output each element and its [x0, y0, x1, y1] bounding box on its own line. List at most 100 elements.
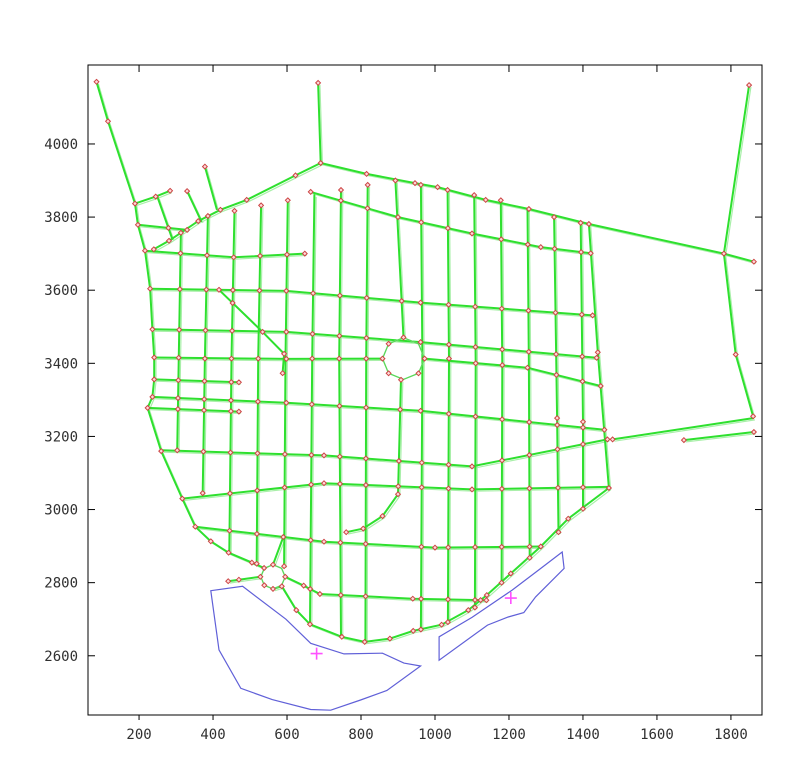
- node-diamond-icon: [418, 484, 425, 491]
- node-diamond-icon: [257, 202, 265, 209]
- node-diamond-icon: [226, 490, 234, 497]
- node-diamond-icon: [336, 402, 343, 410]
- node-diamond-icon: [745, 81, 753, 89]
- node-diamond-icon: [256, 252, 264, 260]
- node-diamond-icon: [337, 539, 344, 546]
- node-diamond-icon: [256, 287, 263, 294]
- node-diamond-icon: [579, 378, 586, 385]
- node-diamond-icon: [579, 424, 587, 431]
- node-diamond-icon: [337, 591, 344, 599]
- node-diamond-icon: [257, 573, 264, 580]
- node-diamond-icon: [395, 483, 402, 490]
- node-diamond-icon: [526, 485, 533, 492]
- node-diamond-icon: [320, 452, 328, 459]
- row-3770: [136, 223, 189, 231]
- node-diamond-icon: [204, 212, 212, 220]
- node-diamond-icon: [550, 213, 558, 221]
- node-diamond-icon: [385, 370, 392, 377]
- spur-roundabout2-w-echo: [229, 578, 263, 584]
- node-diamond-icon: [362, 481, 370, 489]
- col-9-upper: [394, 179, 405, 339]
- x-axis-tick-label: 400: [200, 727, 225, 743]
- row-3278-echo: [149, 409, 241, 414]
- y-axis-tick-label: 3200: [44, 429, 78, 445]
- antenna-3: [203, 165, 218, 210]
- node-diamond-icon: [183, 187, 191, 195]
- col-9-lower: [397, 378, 402, 496]
- node-diamond-icon: [497, 197, 504, 204]
- node-diamond-icon: [385, 340, 392, 347]
- node-diamond-icon: [394, 213, 402, 221]
- island-east-coastline: [438, 550, 565, 662]
- node-diamond-icon: [280, 350, 288, 357]
- row-3356: [153, 378, 240, 384]
- col-4-echo: [257, 207, 264, 566]
- node-diamond-icon: [400, 334, 407, 341]
- node-diamond-icon: [152, 193, 159, 200]
- node-diamond-icon: [307, 537, 314, 544]
- right-boundary-echo: [725, 255, 756, 419]
- node-diamond-icon: [552, 351, 560, 358]
- row-3300: [151, 395, 606, 431]
- node-diamond-icon: [421, 355, 428, 362]
- row-3740-ne-echo: [312, 193, 593, 256]
- node-diamond-icon: [176, 286, 184, 293]
- row-3300-echo: [154, 398, 607, 433]
- node-diamond-icon: [177, 229, 185, 236]
- node-diamond-icon: [283, 287, 290, 295]
- antenna-1b-echo: [158, 198, 175, 241]
- node-diamond-icon: [203, 252, 211, 259]
- node-diamond-icon: [553, 414, 561, 422]
- node-diamond-icon: [230, 254, 237, 261]
- y-axis-tick-label: 2800: [44, 576, 78, 592]
- row-3356-echo: [155, 380, 241, 385]
- node-diamond-icon: [434, 183, 441, 191]
- node-diamond-icon: [308, 451, 315, 459]
- node-diamond-icon: [525, 307, 532, 314]
- node-diamond-icon: [228, 355, 235, 362]
- node-diamond-icon: [283, 355, 290, 363]
- node-diamond-icon: [498, 416, 506, 423]
- antenna-1-echo: [136, 192, 173, 206]
- node-diamond-icon: [309, 330, 316, 338]
- col-9-upper-echo: [396, 182, 406, 340]
- y-axis-tick-label: 3600: [44, 283, 78, 299]
- node-diamond-icon: [395, 457, 403, 465]
- node-diamond-icon: [445, 341, 453, 348]
- x-axis-tick-label: 800: [348, 727, 373, 743]
- node-diamond-icon: [165, 224, 172, 232]
- node-diamond-icon: [165, 237, 173, 244]
- node-diamond-icon: [498, 543, 505, 551]
- node-diamond-icon: [499, 346, 506, 353]
- node-diamond-icon: [93, 78, 100, 85]
- node-diamond-icon: [292, 172, 299, 179]
- col-13: [499, 199, 504, 584]
- node-diamond-icon: [431, 544, 439, 551]
- col-8-echo: [366, 186, 371, 644]
- node-diamond-icon: [227, 449, 234, 456]
- node-diamond-icon: [282, 573, 289, 580]
- node-diamond-icon: [471, 604, 479, 611]
- node-diamond-icon: [604, 436, 611, 443]
- node-diamond-icon: [235, 576, 243, 583]
- node-diamond-icon: [201, 377, 208, 385]
- node-diamond-icon: [525, 348, 532, 355]
- node-diamond-icon: [750, 258, 758, 265]
- diag-roundabout-nw: [218, 288, 286, 375]
- node-diamond-icon: [417, 338, 424, 346]
- node-diamond-icon: [498, 579, 505, 586]
- node-diamond-icon: [609, 436, 616, 443]
- boundary-left: [95, 80, 266, 569]
- node-diamond-icon: [151, 376, 158, 383]
- right-edge-column: [587, 223, 610, 489]
- node-diamond-icon: [260, 564, 268, 572]
- node-diamond-icon: [555, 529, 562, 536]
- node-diamond-icon: [179, 495, 186, 502]
- node-diamond-icon: [104, 118, 112, 125]
- col-15-echo: [555, 218, 561, 535]
- col-1: [176, 231, 182, 452]
- node-diamond-icon: [498, 485, 506, 493]
- node-diamond-icon: [361, 638, 368, 646]
- node-diamond-icon: [379, 355, 386, 362]
- node-diamond-icon: [749, 413, 757, 420]
